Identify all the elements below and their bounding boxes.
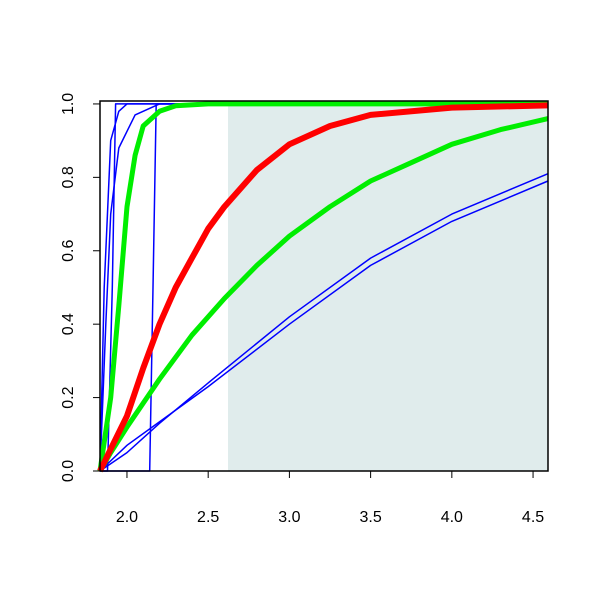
- plot-frame: [99, 100, 549, 472]
- y-tick-label: 0.2: [60, 386, 77, 408]
- y-tick-label: 0.8: [60, 166, 77, 188]
- y-tick-label: 0.0: [60, 460, 77, 482]
- x-tick-label: 4.0: [441, 509, 463, 526]
- series-line: [99, 173, 549, 472]
- y-tick-label: 1.0: [60, 93, 77, 115]
- series-line: [97, 116, 549, 473]
- series-line: [97, 101, 548, 472]
- x-tick-label: 2.0: [116, 509, 138, 526]
- x-tick-label: 3.0: [278, 509, 300, 526]
- shaded-region: [228, 103, 548, 471]
- series-line: [99, 103, 548, 472]
- x-tick-label: 4.5: [522, 509, 544, 526]
- x-tick-label: 3.5: [359, 509, 381, 526]
- series-line: [99, 180, 549, 472]
- y-tick-label: 0.4: [60, 313, 77, 335]
- y-tick-label: 0.6: [60, 240, 77, 262]
- series-line: [97, 102, 549, 473]
- x-tick-label: 2.5: [197, 509, 219, 526]
